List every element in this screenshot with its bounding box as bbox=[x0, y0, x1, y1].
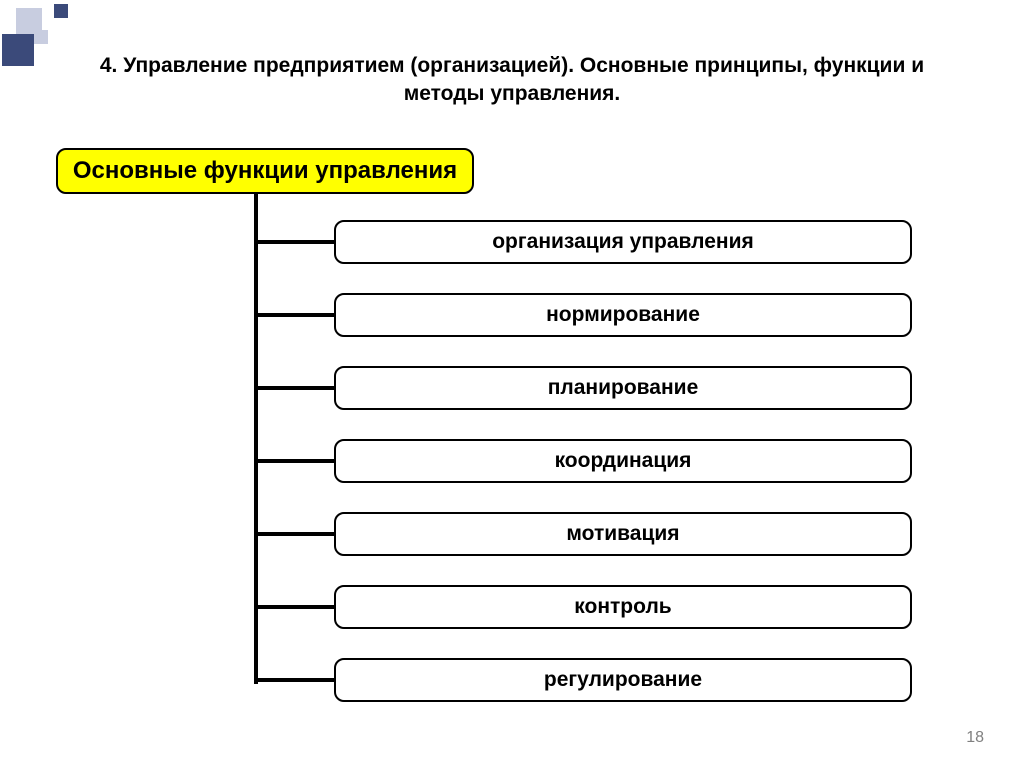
item-box: организация управления bbox=[334, 220, 912, 264]
page-number: 18 bbox=[966, 729, 984, 747]
item-box: регулирование bbox=[334, 658, 912, 702]
corner-decoration bbox=[0, 0, 70, 70]
item-box: планирование bbox=[334, 366, 912, 410]
branch-line bbox=[254, 532, 334, 536]
branch-line bbox=[254, 386, 334, 390]
branch-line bbox=[254, 313, 334, 317]
slide-title: 4. Управление предприятием (организацией… bbox=[87, 52, 937, 109]
item-box: контроль bbox=[334, 585, 912, 629]
item-box: мотивация bbox=[334, 512, 912, 556]
root-box: Основные функции управления bbox=[56, 148, 474, 194]
trunk-line bbox=[254, 194, 258, 684]
branch-line bbox=[254, 459, 334, 463]
branch-line bbox=[254, 240, 334, 244]
branch-line bbox=[254, 605, 334, 609]
branch-line bbox=[254, 678, 334, 682]
item-box: нормирование bbox=[334, 293, 912, 337]
item-box: координация bbox=[334, 439, 912, 483]
